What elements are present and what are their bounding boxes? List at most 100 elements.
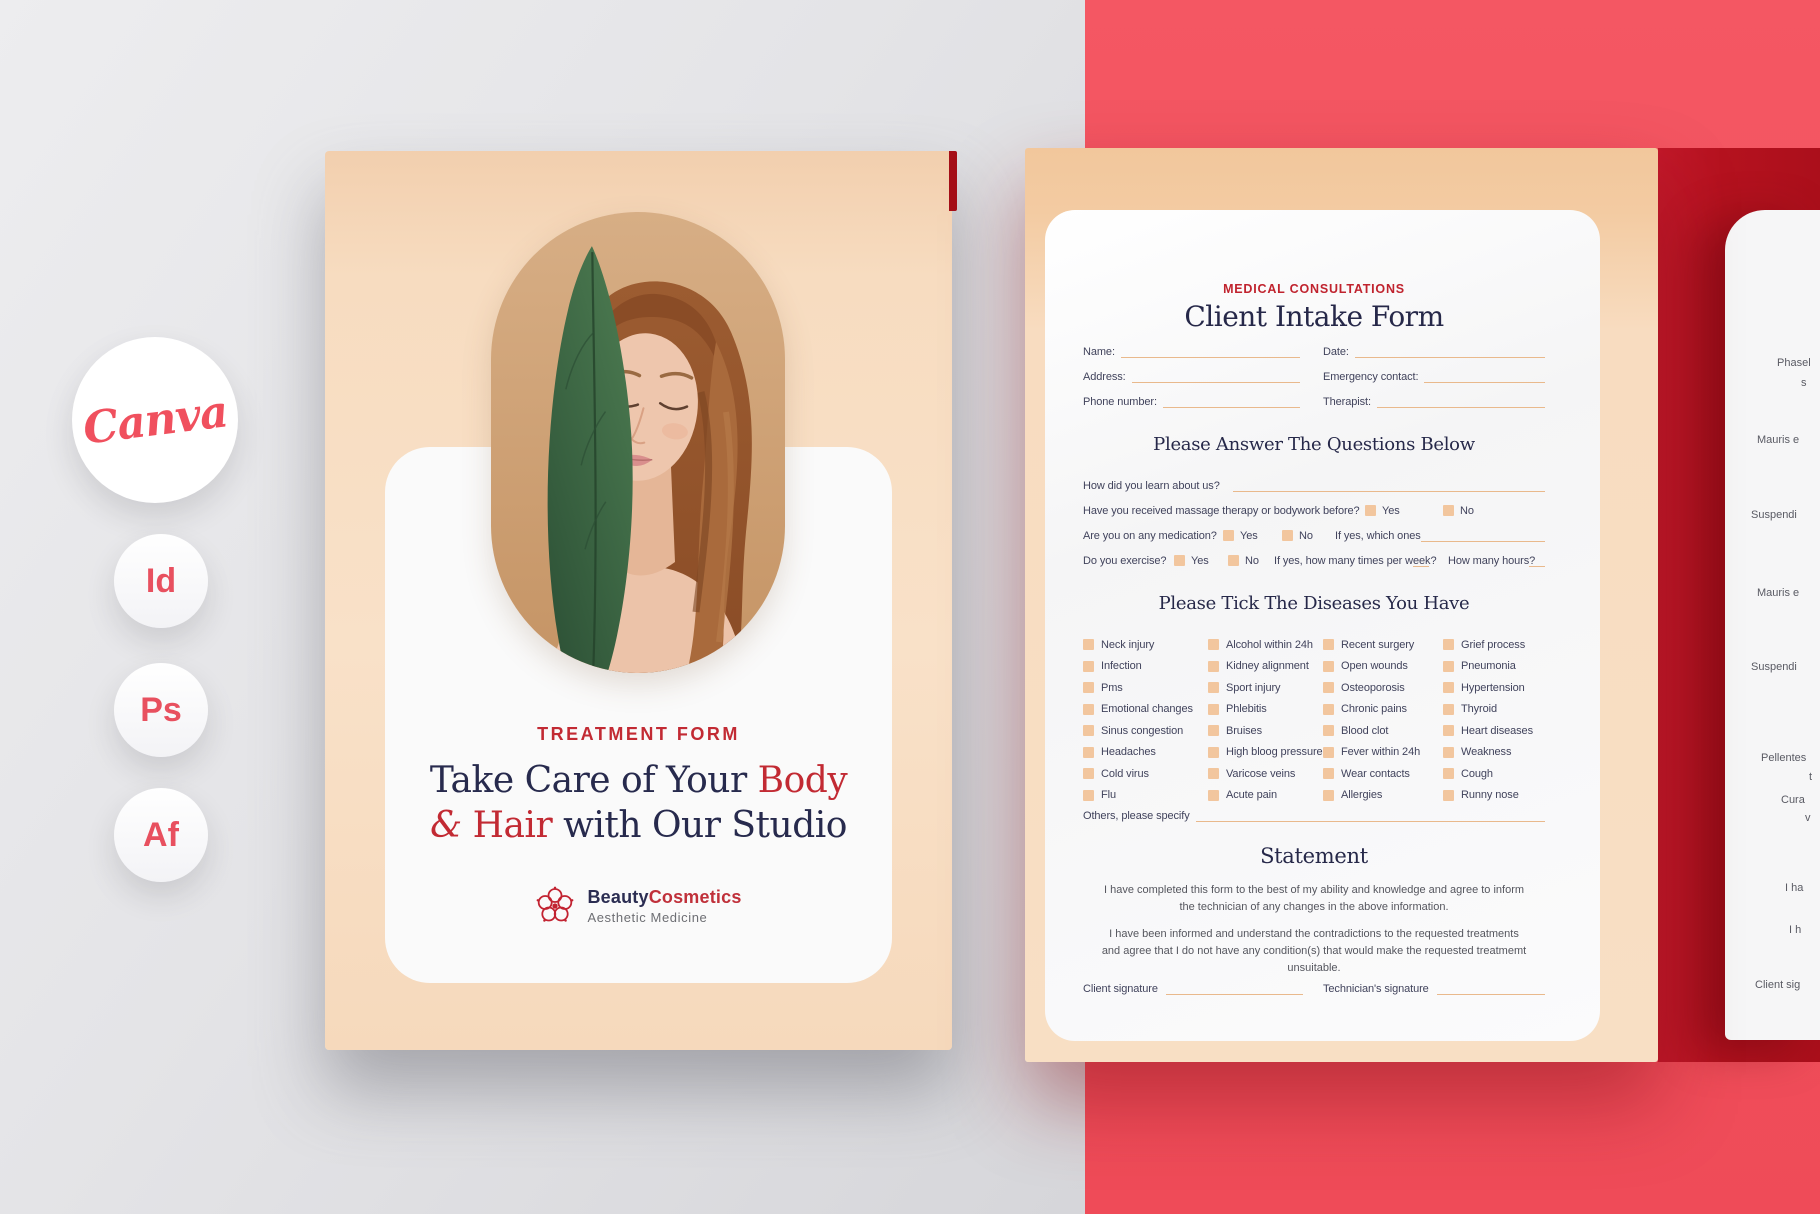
no-checkbox[interactable]: [1228, 555, 1239, 566]
yes-checkbox[interactable]: [1365, 505, 1376, 516]
side-text-fragment: I ha: [1785, 882, 1804, 894]
disease-checkbox[interactable]: [1083, 703, 1094, 715]
form-kicker: MEDICAL CONSULTATIONS: [1223, 282, 1405, 296]
question-extra-label: If yes, how many times per week?: [1274, 555, 1437, 567]
question-extra-label: How many hours?: [1448, 555, 1536, 567]
side-text-fragment: Mauris e: [1757, 434, 1800, 446]
disease-checkbox[interactable]: [1083, 789, 1094, 801]
disease-item: Cold virus: [1083, 768, 1193, 780]
side-text-fragment: s: [1801, 377, 1807, 389]
disease-label: Weakness: [1461, 746, 1512, 758]
disease-checkbox[interactable]: [1208, 746, 1219, 758]
disease-item: Sinus congestion: [1083, 724, 1193, 737]
side-text-fragment: Cura: [1781, 794, 1805, 806]
disease-checkbox[interactable]: [1083, 639, 1094, 650]
field-label: Therapist:: [1323, 396, 1371, 408]
photoshop-badge: Ps: [114, 663, 208, 757]
title-part-red: Hair: [461, 805, 553, 846]
disease-checkbox[interactable]: [1208, 725, 1219, 736]
answer-line[interactable]: [1413, 555, 1429, 567]
intake-form-page: MEDICAL CONSULTATIONS Client Intake Form…: [1025, 148, 1658, 1062]
no-checkbox[interactable]: [1282, 530, 1293, 541]
field-input-line[interactable]: [1354, 347, 1545, 358]
disease-checkbox[interactable]: [1443, 746, 1454, 758]
question-row: Have you received massage therapy or bod…: [1083, 505, 1545, 518]
question-label: Do you exercise?: [1083, 555, 1167, 567]
disease-checkbox[interactable]: [1323, 789, 1334, 801]
field-input-line[interactable]: [1131, 372, 1300, 383]
disease-checkbox[interactable]: [1323, 660, 1334, 672]
photoshop-logo: Ps: [140, 690, 182, 729]
disease-checkbox[interactable]: [1323, 746, 1334, 758]
field-input-line[interactable]: [1424, 372, 1545, 383]
canva-badge: Canva: [72, 337, 238, 503]
disease-checkbox[interactable]: [1208, 639, 1219, 650]
answer-line[interactable]: [1529, 555, 1545, 567]
disease-checkbox[interactable]: [1323, 703, 1334, 715]
disease-item: Pms: [1083, 681, 1193, 694]
no-checkbox[interactable]: [1443, 505, 1454, 516]
diseases-column-1: Neck injury Infection Pms Emotional chan…: [1083, 639, 1193, 811]
disease-checkbox[interactable]: [1208, 660, 1219, 672]
disease-checkbox[interactable]: [1443, 639, 1454, 650]
disease-item: Acute pain: [1208, 789, 1323, 801]
disease-checkbox[interactable]: [1443, 789, 1454, 801]
disease-checkbox[interactable]: [1443, 682, 1454, 693]
disease-checkbox[interactable]: [1443, 725, 1454, 736]
disease-checkbox[interactable]: [1443, 768, 1454, 779]
disease-item: Blood clot: [1323, 725, 1420, 737]
disease-checkbox[interactable]: [1208, 703, 1219, 715]
disease-checkbox[interactable]: [1323, 682, 1334, 693]
disease-checkbox[interactable]: [1083, 746, 1094, 758]
disease-item: Headaches: [1083, 746, 1193, 758]
disease-checkbox[interactable]: [1208, 682, 1219, 693]
disease-item: Bruises: [1208, 724, 1323, 737]
disease-label: Thyroid: [1461, 703, 1497, 715]
question-row: Are you on any medication? Yes No If yes…: [1083, 530, 1545, 543]
disease-checkbox[interactable]: [1443, 703, 1454, 715]
yes-label: Yes: [1240, 530, 1258, 542]
no-label: No: [1245, 555, 1259, 567]
side-text-fragment: I h: [1789, 924, 1802, 936]
answer-line[interactable]: [1421, 530, 1545, 542]
disease-checkbox[interactable]: [1083, 660, 1094, 672]
disease-checkbox[interactable]: [1208, 789, 1219, 801]
technician-signature-line[interactable]: [1436, 984, 1545, 995]
answer-line[interactable]: [1233, 480, 1545, 492]
disease-checkbox[interactable]: [1323, 639, 1334, 650]
disease-label: High bloog pressure: [1226, 746, 1323, 758]
field-input-line[interactable]: [1376, 397, 1545, 408]
disease-item: Alcohol within 24h: [1208, 639, 1323, 651]
field-input-line[interactable]: [1162, 397, 1300, 408]
field-address: Address:: [1083, 369, 1300, 383]
indesign-logo: Id: [145, 561, 177, 600]
disease-checkbox[interactable]: [1443, 660, 1454, 672]
disease-label: Bruises: [1226, 724, 1262, 737]
disease-label: Sinus congestion: [1101, 724, 1184, 737]
disease-label: Heart diseases: [1461, 724, 1533, 737]
yes-checkbox[interactable]: [1174, 555, 1185, 566]
client-signature-label: Client signature: [1083, 983, 1158, 995]
disease-label: Open wounds: [1341, 660, 1408, 672]
client-signature-line[interactable]: [1165, 984, 1303, 995]
disease-checkbox[interactable]: [1323, 725, 1334, 736]
field-input-line[interactable]: [1120, 347, 1300, 358]
others-input-line[interactable]: [1195, 811, 1545, 822]
disease-item: Pneumonia: [1443, 660, 1533, 672]
disease-checkbox[interactable]: [1208, 768, 1219, 779]
field-phone: Phone number:: [1083, 394, 1300, 408]
yes-checkbox[interactable]: [1223, 530, 1234, 541]
side-text-fragment: v: [1805, 812, 1811, 824]
disease-checkbox[interactable]: [1083, 725, 1094, 736]
disease-item: Runny nose: [1443, 789, 1533, 801]
affinity-logo: Af: [143, 815, 179, 854]
question-label: Are you on any medication?: [1083, 530, 1217, 542]
disease-item: Wear contacts: [1323, 768, 1420, 780]
disease-checkbox[interactable]: [1323, 768, 1334, 779]
disease-checkbox[interactable]: [1083, 768, 1094, 779]
disease-label: Pms: [1101, 681, 1123, 694]
disease-label: Cough: [1461, 767, 1493, 780]
disease-checkbox[interactable]: [1083, 682, 1094, 693]
disease-label: Runny nose: [1461, 789, 1519, 801]
side-text-fragment: Pellentes: [1761, 752, 1807, 764]
